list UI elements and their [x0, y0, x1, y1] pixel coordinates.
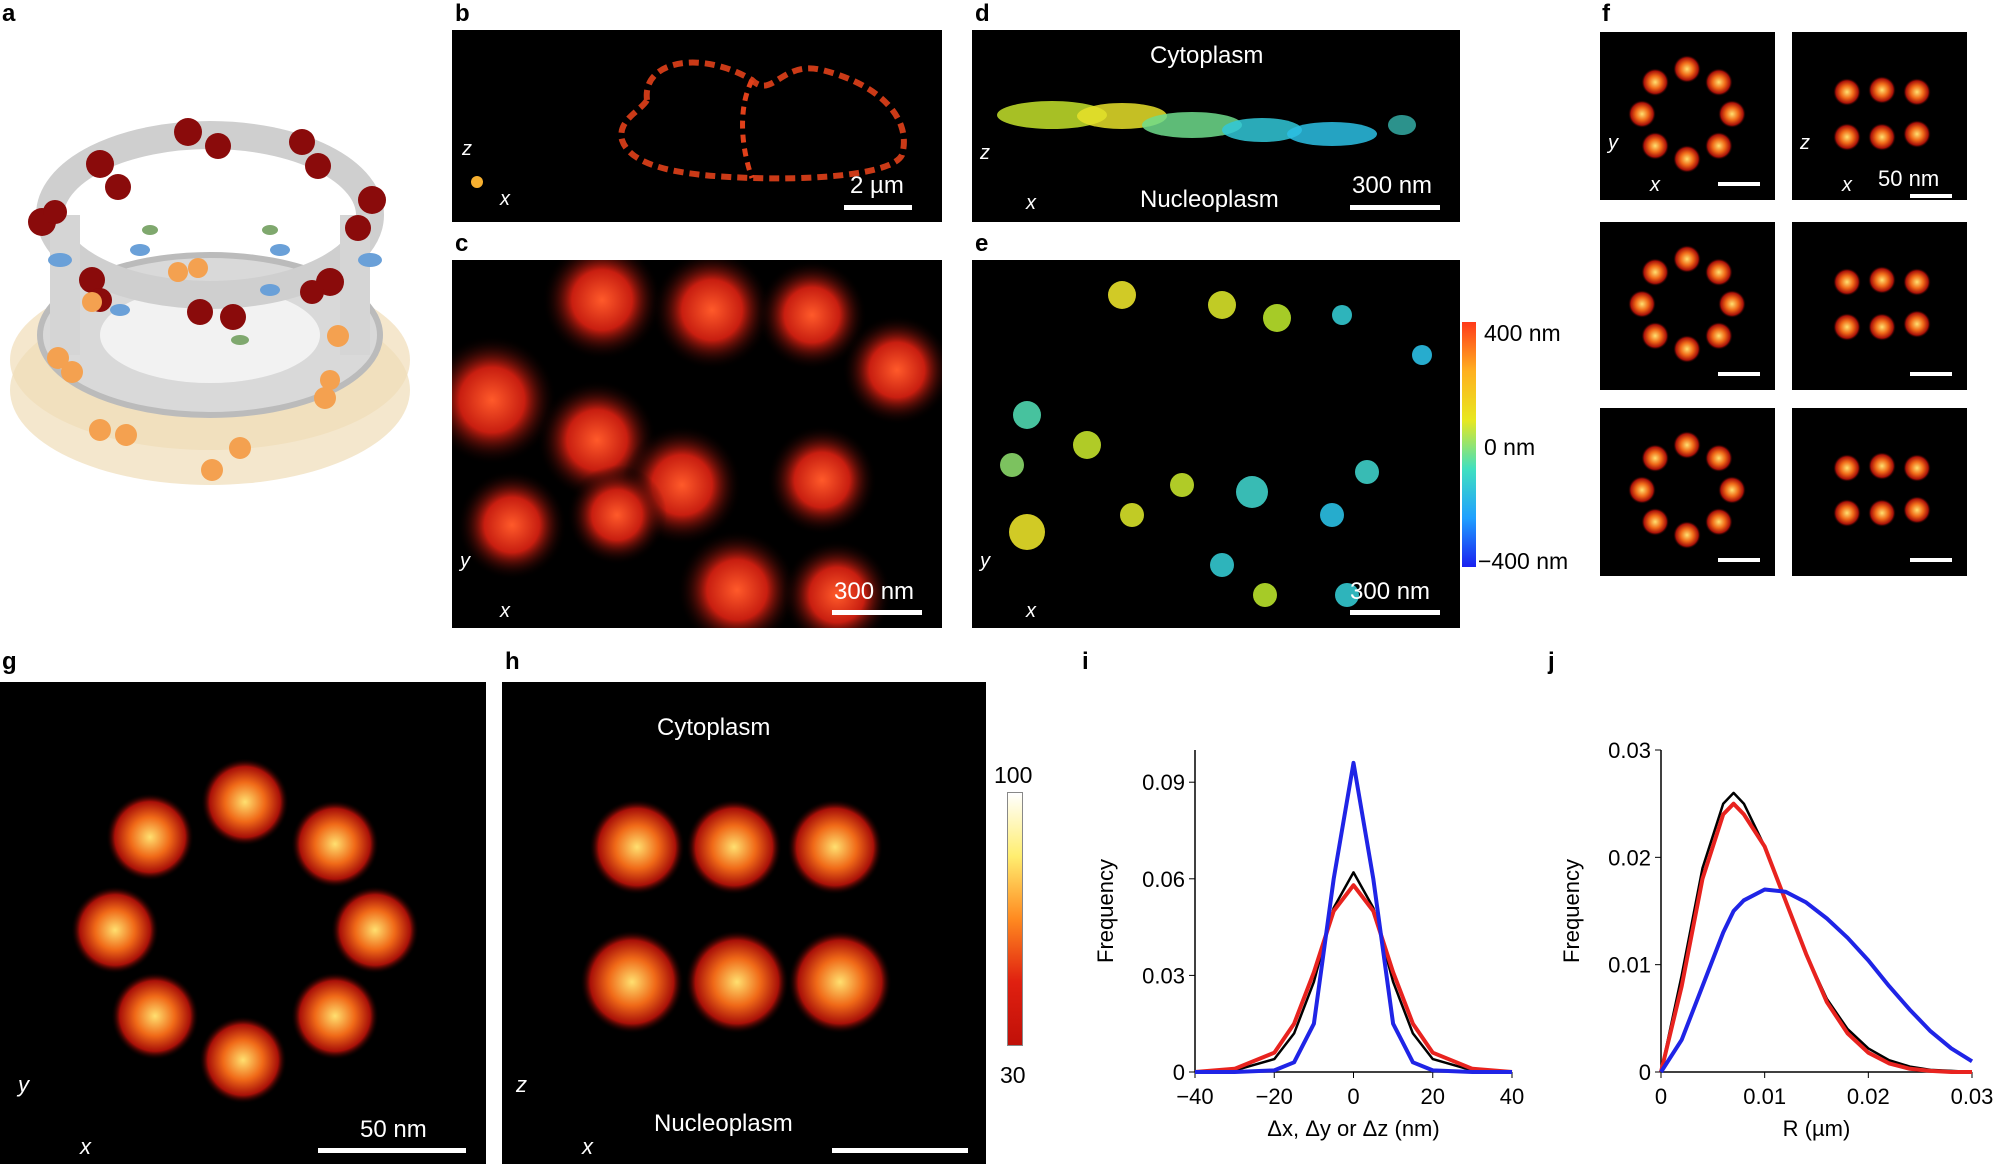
series-line-red: [1659, 801, 1972, 1074]
scale-bar-label: 300 nm: [834, 578, 915, 605]
scale-bar: [1910, 194, 1952, 198]
panel-label-c: c: [455, 230, 469, 257]
axis-z-label: z: [980, 142, 990, 164]
nucleoplasm-label: Nucleoplasm: [1140, 186, 1279, 213]
intensity-colorbar: [1007, 792, 1023, 1046]
x-tick-label: 20: [1421, 1084, 1445, 1109]
axis-x-label: x: [1026, 600, 1036, 622]
axis-z-label: z: [1800, 132, 1810, 154]
panel-label-a: a: [2, 0, 16, 27]
chart-j: 0 0.01 0.02 0.03 0 0.01 0.02 0.03 R (µm) Frequenc…: [1559, 738, 1994, 1141]
y-tick-label: 0.03: [1608, 738, 1651, 763]
panel-f-tile: [1792, 222, 1967, 390]
panel-f-tile: [1600, 222, 1775, 390]
panel-e-image: y x 300 nm: [972, 260, 1460, 628]
scale-bar: [1910, 558, 1952, 562]
panel-d-image: Cytoplasm Nucleoplasm z x 300 nm: [972, 30, 1460, 222]
x-tick-label: −40: [1176, 1084, 1213, 1109]
chart-i: −40 −20 0 20 40 0 0.03 0.06 0.09 Δx, Δy or Δz (nm…: [1093, 750, 1524, 1141]
series-line-black: [1659, 791, 1973, 1074]
y-tick-label: 0.06: [1142, 867, 1185, 892]
cytoplasm-label: Cytoplasm: [657, 714, 771, 741]
x-tick-label: 0.03: [1951, 1084, 1994, 1109]
axis-x-label: x: [500, 188, 510, 210]
axis-z-label: z: [516, 1072, 527, 1097]
axis-x-label: x: [80, 1134, 91, 1159]
series-line-black: [1194, 871, 1513, 1074]
axis-x-label: x: [500, 600, 510, 622]
colorbar-min-label: 30: [1000, 1062, 1026, 1088]
colorbar-mid-label: 0 nm: [1484, 434, 1536, 460]
panel-label-g: g: [2, 648, 17, 675]
x-tick-label: 0.02: [1847, 1084, 1890, 1109]
scale-bar: [1718, 372, 1760, 376]
axis-x-label: x: [582, 1134, 593, 1159]
panel-label-i: i: [1082, 648, 1089, 675]
panel-label-j: j: [1548, 648, 1555, 675]
scale-bar: [1718, 558, 1760, 562]
x-tick-label: −20: [1256, 1084, 1293, 1109]
x-axis-title: R (µm): [1783, 1116, 1851, 1141]
scale-bar: [318, 1148, 466, 1153]
series-line-blue: [1659, 887, 1974, 1074]
scale-bar-label: 50 nm: [1878, 166, 1940, 191]
panel-h-image: Cytoplasm Nucleoplasm z x: [502, 682, 986, 1164]
scale-bar-label: 300 nm: [1352, 172, 1433, 199]
y-tick-label: 0.09: [1142, 770, 1185, 795]
axis-x-label: x: [1842, 174, 1852, 196]
colorbar-min-label: −400 nm: [1478, 548, 1569, 574]
scale-bar: [1350, 610, 1440, 615]
x-tick-label: 0.01: [1743, 1084, 1786, 1109]
y-tick-label: 0.03: [1142, 963, 1185, 988]
scale-bar: [832, 1148, 968, 1153]
scale-bar-label: 50 nm: [360, 1116, 427, 1143]
y-axis-title: Frequency: [1093, 859, 1118, 963]
axis-z-label: z: [462, 138, 472, 160]
panel-label-d: d: [975, 0, 990, 27]
colorbar-max-label: 100: [994, 762, 1033, 788]
scale-bar-label: 2 µm: [850, 172, 904, 199]
scale-bar: [1718, 182, 1760, 186]
nuclear-pore-illustration: [10, 118, 410, 485]
y-tick-label: 0.01: [1608, 953, 1651, 978]
panel-label-b: b: [455, 0, 470, 27]
x-tick-label: 0: [1655, 1084, 1667, 1109]
x-tick-label: 40: [1500, 1084, 1524, 1109]
depth-colorbar: [1462, 322, 1476, 567]
axis-y-label: y: [1608, 132, 1618, 154]
y-tick-label: 0: [1173, 1060, 1185, 1085]
scale-bar: [1350, 205, 1440, 210]
panel-label-f: f: [1602, 0, 1610, 27]
x-tick-label: 0: [1347, 1084, 1359, 1109]
axis-x-label: x: [1026, 192, 1036, 214]
panel-b-image: z x 2 µm: [452, 30, 942, 222]
axis-y-label: y: [18, 1072, 29, 1097]
panel-label-h: h: [505, 648, 520, 675]
colorbar-max-label: 400 nm: [1484, 320, 1561, 346]
scale-bar: [844, 205, 912, 210]
panel-f-tile: z x 50 nm: [1792, 32, 1967, 200]
scale-bar-label: 300 nm: [1350, 578, 1431, 605]
panel-label-e: e: [975, 230, 989, 257]
panel-f-tile: [1792, 408, 1967, 576]
y-axis-title: Frequency: [1559, 859, 1584, 963]
scale-bar: [832, 610, 922, 615]
x-axis-title: Δx, Δy or Δz (nm): [1267, 1116, 1439, 1141]
axis-y-label: y: [980, 550, 990, 572]
y-tick-label: 0: [1639, 1060, 1651, 1085]
y-tick-label: 0.02: [1608, 845, 1651, 870]
panel-g-image: y x 50 nm: [0, 682, 486, 1164]
series-line-blue: [1195, 760, 1512, 1074]
nucleoplasm-label: Nucleoplasm: [654, 1110, 793, 1137]
panel-c-image: y x 300 nm: [452, 260, 942, 628]
panel-f-tile: [1600, 408, 1775, 576]
axis-x-label: x: [1650, 174, 1660, 196]
axis-y-label: y: [460, 550, 470, 572]
scale-bar: [1910, 372, 1952, 376]
cytoplasm-label: Cytoplasm: [1150, 42, 1264, 69]
series-line-red: [1194, 883, 1513, 1074]
